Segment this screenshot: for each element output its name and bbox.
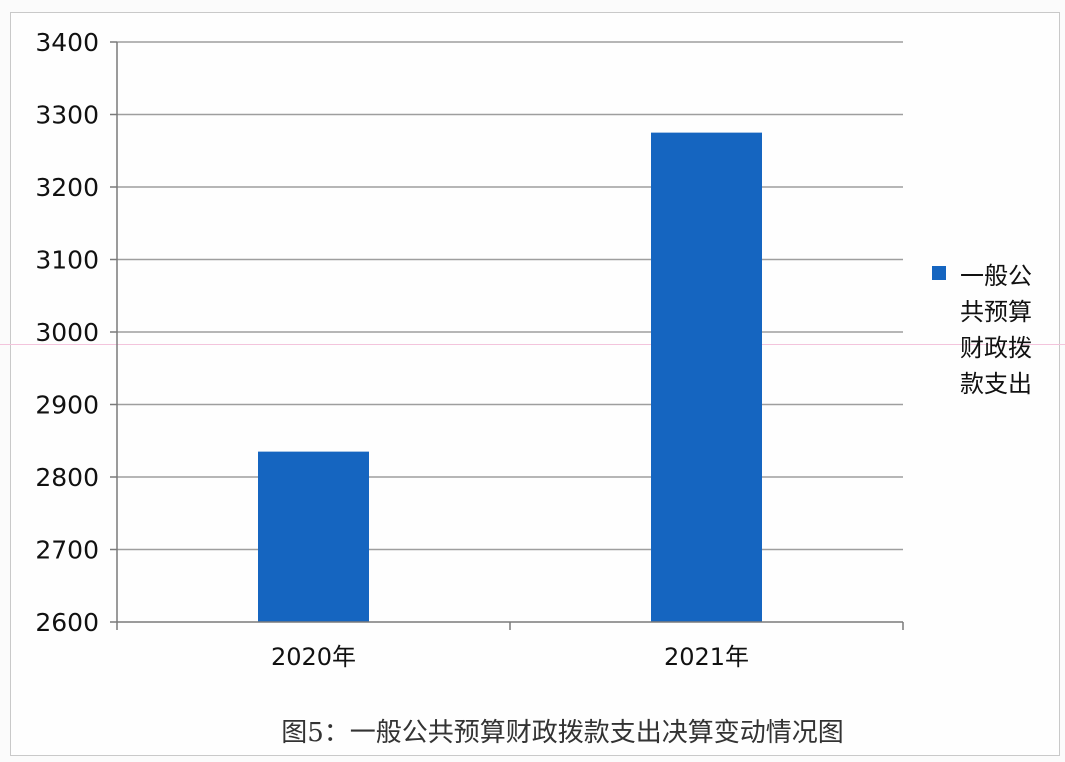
y-tick-label: 2700 [35,536,99,565]
chart-caption: 图5：一般公共预算财政拨款支出决算变动情况图 [281,718,844,748]
axes [116,42,904,630]
y-tick-label: 3000 [35,318,99,347]
legend-swatch [932,266,946,280]
y-tick-label: 2900 [35,391,99,420]
chart-frame [10,12,1060,756]
y-tick-label: 3300 [35,101,99,130]
x-axis-categories: 2020年 2021年 [271,643,749,671]
bar-2 [651,132,762,622]
bars [258,132,762,622]
scan-artifact-line [0,344,1065,345]
gridlines [117,41,903,551]
y-tick-label: 2800 [35,463,99,492]
legend-label: 一般公共预算财政拨款支出 [960,262,1032,398]
x-category-label: 2020年 [271,643,356,671]
x-category-label: 2021年 [664,643,749,671]
y-tick-label: 3200 [35,173,99,202]
y-tick-label: 3100 [35,246,99,275]
y-tick-label: 2600 [35,608,99,637]
bar-chart: 3400 3300 3200 3100 3000 2900 2800 2700 2600 202… [35,28,904,671]
y-tick-label: 3400 [35,28,99,57]
y-axis-ticks: 3400 3300 3200 3100 3000 2900 2800 2700 2600 [35,28,117,637]
bar-1 [258,451,369,622]
